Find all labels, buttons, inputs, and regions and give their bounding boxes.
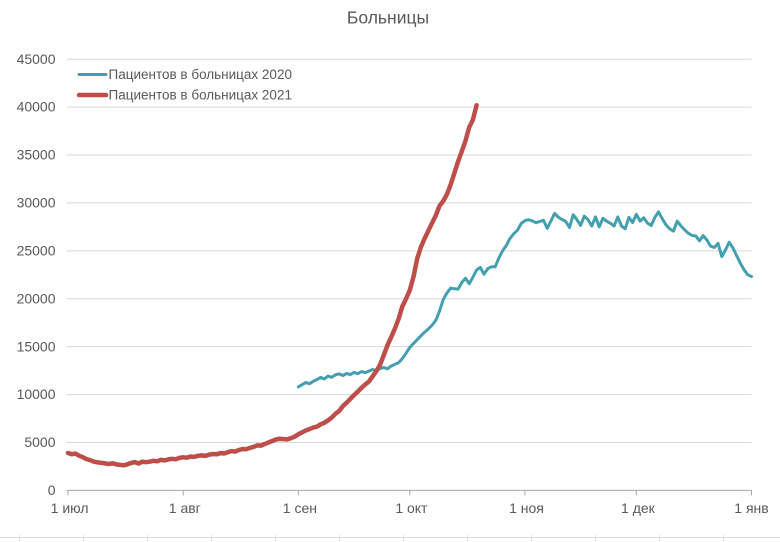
svg-text:1 авг: 1 авг <box>169 500 201 516</box>
svg-text:45000: 45000 <box>17 51 56 67</box>
svg-text:15000: 15000 <box>17 338 56 354</box>
svg-text:1 янв: 1 янв <box>734 500 768 516</box>
svg-text:40000: 40000 <box>17 99 56 115</box>
svg-text:30000: 30000 <box>17 195 56 211</box>
svg-text:1 июл: 1 июл <box>51 500 89 516</box>
svg-text:Пациентов в больницах 2021: Пациентов в больницах 2021 <box>109 88 292 103</box>
svg-text:Больницы: Больницы <box>347 8 429 28</box>
svg-text:1 дек: 1 дек <box>621 500 656 516</box>
svg-text:5000: 5000 <box>24 434 55 450</box>
svg-text:1 окт: 1 окт <box>395 500 428 516</box>
svg-text:25000: 25000 <box>17 242 56 258</box>
svg-text:20000: 20000 <box>17 290 56 306</box>
svg-text:1 сен: 1 сен <box>283 500 317 516</box>
svg-text:1 ноя: 1 ноя <box>509 500 544 516</box>
svg-text:10000: 10000 <box>17 386 56 402</box>
svg-text:Пациентов в больницах 2020: Пациентов в больницах 2020 <box>109 67 292 82</box>
svg-text:0: 0 <box>48 482 56 498</box>
svg-text:35000: 35000 <box>17 147 56 163</box>
